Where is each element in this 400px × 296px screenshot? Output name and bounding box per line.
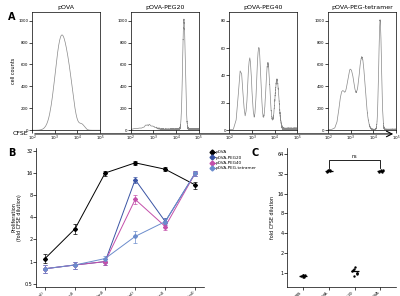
Title: pOVA-PEG-tetramer: pOVA-PEG-tetramer xyxy=(331,5,393,10)
Point xyxy=(302,272,308,277)
Point xyxy=(350,268,356,272)
Point xyxy=(378,168,384,173)
Point xyxy=(323,169,330,174)
Point xyxy=(298,274,304,279)
Point xyxy=(380,168,386,172)
Text: A: A xyxy=(8,12,16,22)
Point xyxy=(354,270,360,275)
Point xyxy=(376,169,382,174)
Title: pOVA-PEG40: pOVA-PEG40 xyxy=(244,5,283,10)
Point xyxy=(323,168,330,173)
Text: C: C xyxy=(252,148,259,158)
Point xyxy=(378,168,384,173)
Y-axis label: Proliferation
(fold CFSE dilution): Proliferation (fold CFSE dilution) xyxy=(11,194,22,241)
Point xyxy=(326,168,332,172)
Text: ns: ns xyxy=(352,154,358,159)
Point xyxy=(352,265,358,270)
Point xyxy=(375,169,382,173)
Y-axis label: cell counts: cell counts xyxy=(11,58,16,84)
Point xyxy=(325,167,331,172)
Point xyxy=(354,272,360,276)
Point xyxy=(351,266,358,271)
Point xyxy=(324,168,331,173)
Title: pOVA-PEG20: pOVA-PEG20 xyxy=(145,5,184,10)
Point xyxy=(301,274,307,279)
Point xyxy=(301,273,308,278)
Text: CFSE: CFSE xyxy=(13,131,28,136)
Point xyxy=(300,274,306,279)
Y-axis label: fold CFSE dilution: fold CFSE dilution xyxy=(270,196,275,239)
Point xyxy=(349,269,355,274)
Point xyxy=(378,169,385,174)
Point xyxy=(327,168,334,173)
Point xyxy=(350,273,357,278)
Point xyxy=(354,270,360,275)
Point xyxy=(326,169,333,173)
Point xyxy=(299,273,306,277)
Point xyxy=(300,273,306,278)
Legend: pOVA, pOVA-PEG20, pOVA-PEG40, pOVA-PEG-tetramer: pOVA, pOVA-PEG20, pOVA-PEG40, pOVA-PEG-t… xyxy=(210,150,257,170)
Title: pOVA: pOVA xyxy=(58,5,74,10)
Text: B: B xyxy=(8,148,15,158)
